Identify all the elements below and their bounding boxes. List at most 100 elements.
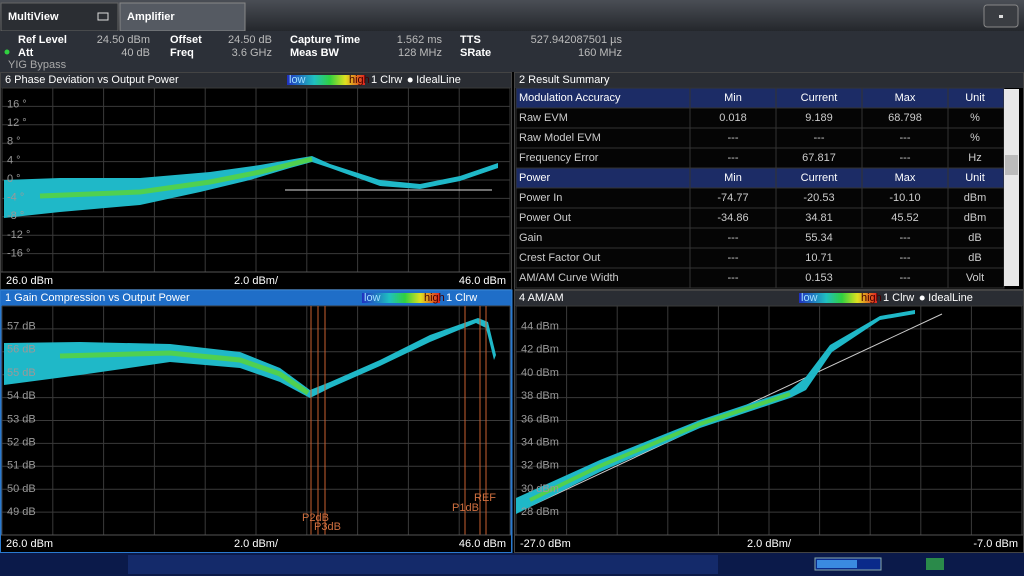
y-tick-label: 36 dBm xyxy=(521,413,559,425)
table-cell: Power In xyxy=(519,192,562,204)
marker-label: P2dB xyxy=(302,512,329,524)
legend-entry: IdealLine xyxy=(416,74,461,86)
table-header-cell: Unit xyxy=(965,92,985,104)
table-cell: --- xyxy=(900,272,911,284)
table-header-cell: Unit xyxy=(965,172,985,184)
footer-stop: -7.0 dBm xyxy=(973,538,1018,550)
colorbar xyxy=(362,293,440,303)
colorbar-high: high xyxy=(424,292,445,304)
progress-fill xyxy=(817,560,857,568)
table-cell: dB xyxy=(968,232,981,244)
y-tick-label: 51 dB xyxy=(7,460,36,472)
table-header-cell: Max xyxy=(895,92,916,104)
y-tick-label: 49 dB xyxy=(7,506,36,518)
tab-amplifier[interactable] xyxy=(119,2,246,32)
table-cell: 0.153 xyxy=(805,272,833,284)
panel-footer xyxy=(1,535,511,552)
trace-gain-band xyxy=(4,318,496,398)
footer-stop: 46.0 dBm xyxy=(459,538,506,550)
y-tick-label: 0 ° xyxy=(7,173,21,185)
y-tick-label: 8 ° xyxy=(7,136,21,148)
y-tick-label: -4 ° xyxy=(7,192,24,204)
panel-title: 2 Result Summary xyxy=(519,74,610,86)
tab-label: Amplifier xyxy=(127,11,175,23)
y-tick-label: 38 dBm xyxy=(521,390,559,402)
table-cell: 68.798 xyxy=(888,112,922,124)
setting-value: 3.6 GHz xyxy=(232,47,272,59)
table-header-row xyxy=(515,167,1005,189)
table-cell: % xyxy=(970,132,980,144)
table-cell: --- xyxy=(728,232,739,244)
panel-footer xyxy=(1,272,511,289)
setting-label: Offset xyxy=(170,34,202,46)
tab-label: MultiView xyxy=(8,11,59,23)
table-header-cell: Current xyxy=(801,172,838,184)
table-cell: 10.71 xyxy=(805,252,833,264)
table-row xyxy=(515,187,1005,209)
table-cell: Hz xyxy=(968,152,981,164)
setting-value: 24.50 dB xyxy=(228,34,272,46)
trace-amam-band xyxy=(516,310,915,514)
colorbar-low: low xyxy=(801,292,818,304)
table-header-cell: Min xyxy=(724,172,742,184)
panel-title: 4 AM/AM xyxy=(519,292,564,304)
table-cell: dBm xyxy=(964,192,987,204)
tab-icon xyxy=(97,12,109,21)
table-header-cell: Min xyxy=(724,92,742,104)
trace-phase-core xyxy=(39,156,313,199)
table-cell: Power Out xyxy=(519,212,571,224)
table-cell: 45.52 xyxy=(891,212,919,224)
y-tick-label: -8 ° xyxy=(7,210,24,222)
y-tick-label: 55 dB xyxy=(7,367,36,379)
table-cell: 34.81 xyxy=(805,212,833,224)
y-tick-label: 40 dBm xyxy=(521,367,559,379)
colorbar-low: low xyxy=(289,74,306,86)
footer-div: 2.0 dBm/ xyxy=(747,538,792,550)
table-cell: --- xyxy=(728,132,739,144)
setting-value: 160 MHz xyxy=(578,47,622,59)
table-cell: dB xyxy=(968,252,981,264)
y-tick-label: 50 dB xyxy=(7,483,36,495)
table-header-cell: Max xyxy=(895,172,916,184)
setting-label: TTS xyxy=(460,34,481,46)
status-dot xyxy=(4,49,10,55)
setting-label: Capture Time xyxy=(290,34,360,46)
marker-label: P1dB xyxy=(452,502,479,514)
panel-title-bar xyxy=(515,73,1023,88)
y-tick-label: 52 dB xyxy=(7,436,36,448)
trace-phase-band xyxy=(4,156,498,218)
legend-dot xyxy=(919,295,925,301)
legend-entry: IdealLine xyxy=(928,292,973,304)
legend-entry: 1 Clrw xyxy=(371,74,402,86)
setting-value: 1.562 ms xyxy=(397,34,443,46)
y-tick-label: 42 dBm xyxy=(521,344,559,356)
panel-title: 1 Gain Compression vs Output Power xyxy=(5,292,190,304)
table-cell: -20.53 xyxy=(803,192,834,204)
y-tick-label: 32 dBm xyxy=(521,460,559,472)
table-header-cell: Modulation Accuracy xyxy=(519,92,621,104)
marker-lines xyxy=(310,306,487,535)
table-cell: --- xyxy=(728,152,739,164)
footer-div: 2.0 dBm/ xyxy=(234,275,279,287)
table-cell: -34.86 xyxy=(717,212,748,224)
settings-bar xyxy=(0,31,1024,72)
table-cell: --- xyxy=(900,152,911,164)
setting-label: Att xyxy=(18,47,34,59)
footer-start: 26.0 dBm xyxy=(6,275,53,287)
table-header-cell: Current xyxy=(801,92,838,104)
panel-title-bar xyxy=(1,73,511,88)
setting-label: Freq xyxy=(170,47,194,59)
panel-title-bar xyxy=(515,291,1023,306)
setting-value: 128 MHz xyxy=(398,47,442,59)
setting-label: Ref Level xyxy=(18,34,67,46)
marker-label: P3dB xyxy=(314,521,341,533)
table-cell: % xyxy=(970,112,980,124)
table-cell: --- xyxy=(728,272,739,284)
setting-label: SRate xyxy=(460,47,491,59)
table-cell: Raw Model EVM xyxy=(519,132,601,144)
table-cell: 67.817 xyxy=(802,152,836,164)
setting-value: 40 dB xyxy=(121,47,150,59)
table-row xyxy=(515,227,1005,249)
table-cell: Gain xyxy=(519,232,542,244)
